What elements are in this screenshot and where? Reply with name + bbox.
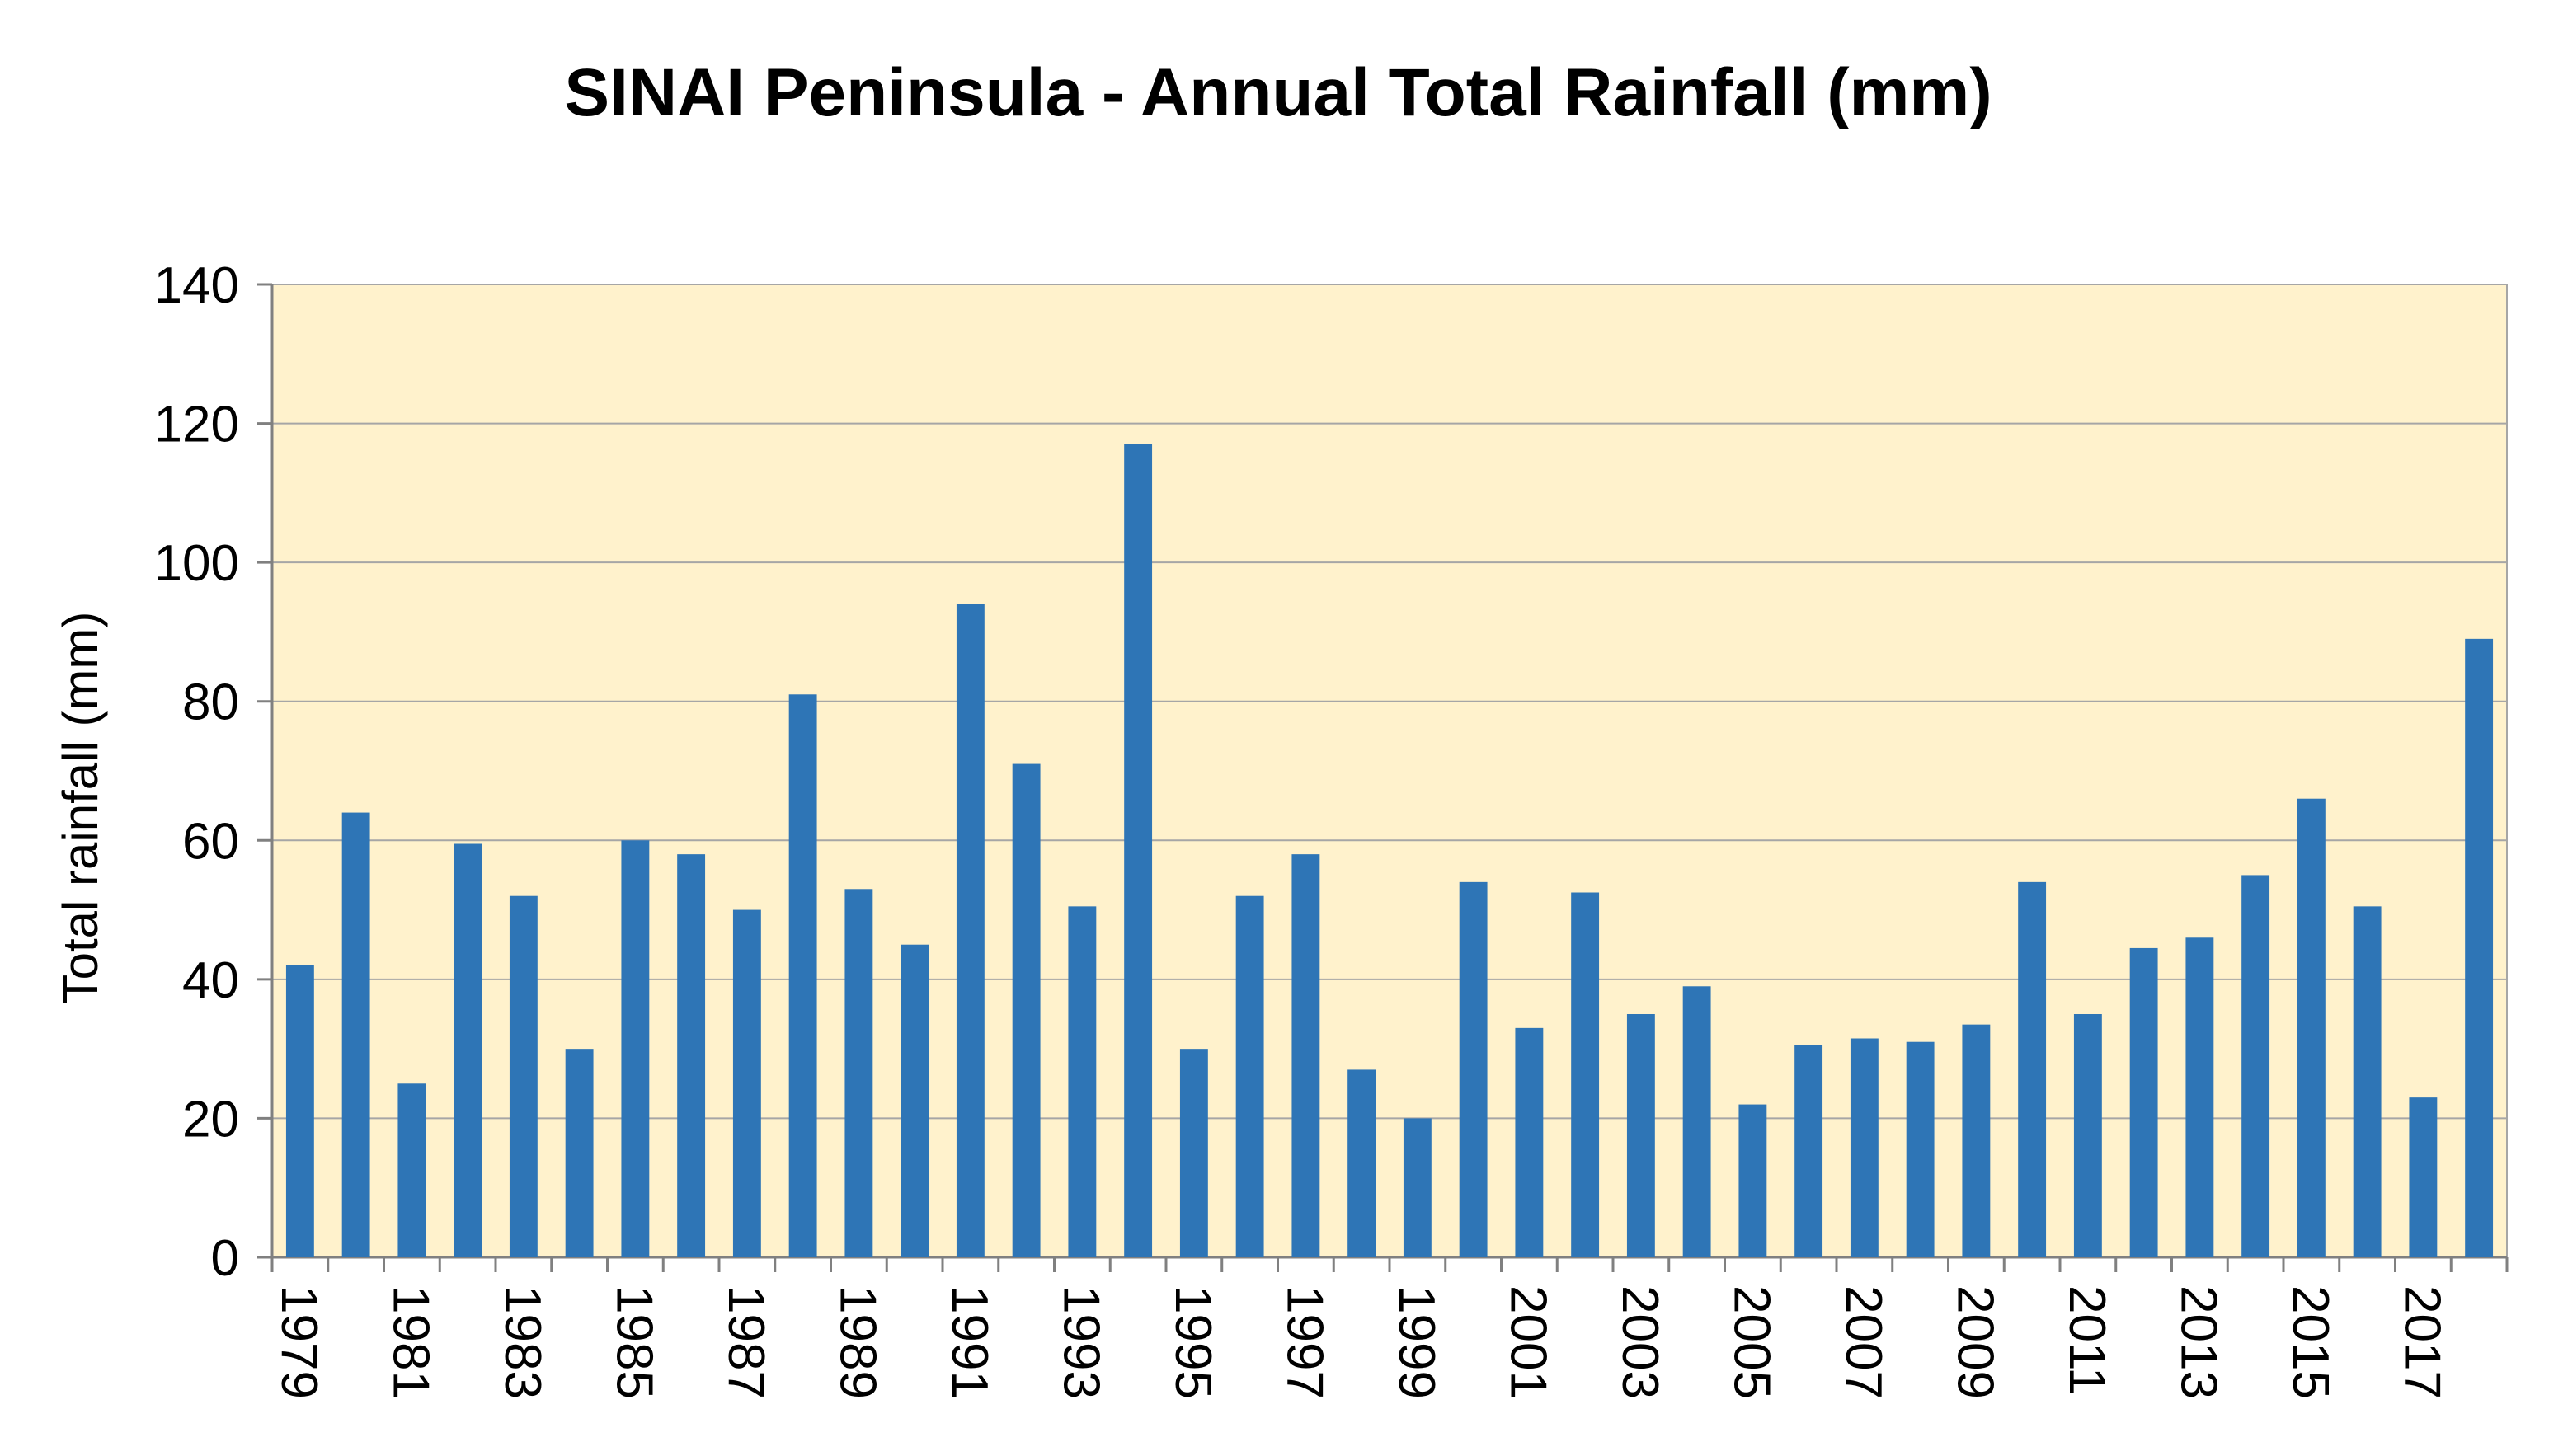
bar-1983	[509, 895, 538, 1257]
x-tick-label-2015: 2015	[2282, 1285, 2339, 1399]
bar-2015	[2297, 798, 2326, 1257]
bar-1993	[1068, 906, 1097, 1257]
bar-2016	[2353, 906, 2382, 1257]
bar-2000	[1459, 881, 1488, 1257]
x-tick-label-2007: 2007	[1835, 1285, 1892, 1399]
bar-1986	[677, 854, 706, 1257]
bar-1989	[844, 889, 873, 1257]
bar-2007	[1850, 1038, 1879, 1257]
bar-1980	[341, 812, 370, 1257]
bar-2017	[2409, 1097, 2438, 1257]
bar-2005	[1738, 1104, 1767, 1257]
x-tick-label-1995: 1995	[1164, 1285, 1221, 1399]
bar-1979	[285, 965, 314, 1257]
bar-1981	[397, 1083, 426, 1257]
bar-2012	[2129, 947, 2158, 1257]
y-tick-label-100: 100	[154, 535, 239, 592]
bar-2001	[1515, 1027, 1544, 1257]
x-tick-label-2009: 2009	[1946, 1285, 2003, 1399]
bar-1988	[788, 694, 817, 1257]
bar-1987	[732, 909, 761, 1257]
x-tick-label-2011: 2011	[2058, 1285, 2115, 1395]
x-tick-label-1987: 1987	[717, 1285, 774, 1399]
bar-2013	[2185, 937, 2214, 1257]
bar-1982	[454, 843, 482, 1257]
x-tick-label-1983: 1983	[494, 1285, 551, 1399]
bar-1985	[621, 840, 650, 1257]
x-tick-label-1985: 1985	[605, 1285, 662, 1399]
chart-title: SINAI Peninsula - Annual Total Rainfall …	[564, 55, 1992, 130]
bar-1991	[956, 604, 985, 1257]
y-tick-label-20: 20	[182, 1091, 239, 1148]
bar-2014	[2241, 875, 2270, 1257]
bar-2009	[1962, 1024, 1991, 1257]
x-tick-label-1997: 1997	[1276, 1285, 1333, 1399]
bar-2011	[2073, 1014, 2102, 1257]
x-tick-label-2017: 2017	[2393, 1285, 2450, 1399]
bar-1996	[1235, 895, 1264, 1257]
x-tick-label-1989: 1989	[829, 1285, 886, 1399]
y-axis-label: Total rainfall (mm)	[53, 612, 108, 1005]
x-tick-label-2013: 2013	[2170, 1285, 2227, 1399]
x-tick-label-2001: 2001	[1499, 1285, 1556, 1399]
x-tick-label-2005: 2005	[1723, 1285, 1780, 1399]
bar-1999	[1403, 1118, 1432, 1257]
bar-2003	[1626, 1014, 1655, 1257]
bar-1997	[1291, 854, 1320, 1257]
bar-1994	[1124, 444, 1153, 1257]
bar-2018	[2465, 638, 2494, 1257]
x-tick-label-2003: 2003	[1611, 1285, 1668, 1399]
y-tick-label-40: 40	[182, 952, 239, 1009]
y-tick-label-80: 80	[182, 674, 239, 731]
bar-1992	[1012, 763, 1041, 1257]
bar-1984	[565, 1049, 594, 1257]
y-tick-label-120: 120	[154, 397, 239, 453]
bar-2002	[1571, 892, 1600, 1257]
bar-1990	[901, 944, 929, 1257]
plot-area: 0 20 40 60 80 100 120 140 1979 1981 1983 1985 1987 19…	[154, 257, 2509, 1399]
bar-2004	[1682, 986, 1711, 1257]
x-tick-label-1981: 1981	[382, 1285, 439, 1399]
plot-background	[272, 284, 2507, 1257]
y-tick-label-60: 60	[182, 813, 239, 870]
bar-1995	[1179, 1049, 1208, 1257]
y-tick-label-140: 140	[154, 257, 239, 314]
x-tick-label-1999: 1999	[1388, 1285, 1445, 1399]
bar-1998	[1347, 1069, 1376, 1257]
bar-2008	[1906, 1041, 1935, 1257]
x-tick-label-1979: 1979	[270, 1285, 327, 1399]
bar-2006	[1794, 1045, 1823, 1257]
bar-2010	[2018, 881, 2047, 1257]
x-tick-label-1993: 1993	[1052, 1285, 1109, 1399]
x-tick-label-1991: 1991	[941, 1285, 998, 1399]
y-tick-label-0: 0	[211, 1230, 239, 1287]
